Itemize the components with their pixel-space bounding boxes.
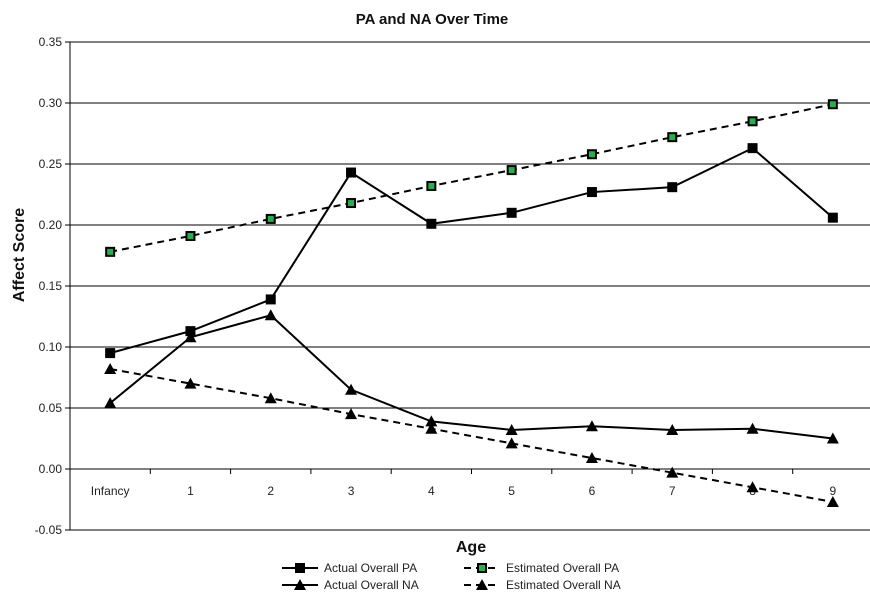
data-point-2-4 xyxy=(426,180,437,191)
legend-swatch-marker-0 xyxy=(295,563,305,573)
data-point-3-6 xyxy=(585,452,598,464)
data-point-0-4 xyxy=(426,218,437,229)
series-line-2 xyxy=(109,103,834,253)
series-0 xyxy=(105,143,838,359)
data-point-0-8 xyxy=(747,143,758,154)
data-point-1-8 xyxy=(746,422,759,434)
data-point-1-5 xyxy=(505,423,518,435)
y-tick-label-0: -0.05 xyxy=(35,523,63,537)
data-point-0-6 xyxy=(586,187,597,198)
data-point-2-1 xyxy=(185,230,196,241)
legend-item-1: Actual Overall NA xyxy=(282,578,419,592)
data-point-3-0 xyxy=(104,362,117,374)
data-point-3-5 xyxy=(505,437,518,449)
series-3 xyxy=(104,362,839,507)
data-point-2-5 xyxy=(506,165,517,176)
series-line-1 xyxy=(109,314,833,440)
x-axis-label: Age xyxy=(456,539,486,556)
chart-title: PA and NA Over Time xyxy=(356,11,509,28)
x-tick-label-9: 9 xyxy=(830,484,837,498)
series-2 xyxy=(105,99,838,257)
data-point-2-2 xyxy=(265,213,276,224)
legend-label-0: Actual Overall PA xyxy=(324,561,417,575)
y-tick-label-2: 0.05 xyxy=(39,401,63,415)
x-tick-label-2: 2 xyxy=(267,484,274,498)
legend-label-2: Estimated Overall PA xyxy=(506,561,619,575)
data-point-1-7 xyxy=(666,423,679,435)
data-point-0-2 xyxy=(265,294,276,305)
data-point-0-5 xyxy=(506,207,517,218)
legend: Actual Overall PA Actual Overall NA Estima… xyxy=(282,561,621,592)
data-point-2-9 xyxy=(827,99,838,110)
y-tick-label-7: 0.30 xyxy=(39,96,63,110)
legend-item-2: Estimated Overall PA xyxy=(464,561,619,575)
legend-swatch-marker-1 xyxy=(294,579,306,590)
x-tick-label-4: 4 xyxy=(428,484,435,498)
data-point-3-8 xyxy=(746,481,759,493)
legend-label-3: Estimated Overall NA xyxy=(506,578,621,592)
y-tick-label-4: 0.15 xyxy=(39,279,63,293)
y-tick-label-1: 0.00 xyxy=(39,462,63,476)
data-point-1-9 xyxy=(826,432,839,444)
y-tick-label-5: 0.20 xyxy=(39,218,63,232)
y-tick-labels: -0.05 0.00 0.05 0.10 0.15 0.20 0.25 0.30 0.35 xyxy=(35,35,63,537)
series-1 xyxy=(104,309,839,444)
legend-item-3: Estimated Overall NA xyxy=(464,578,621,592)
x-tick-label-5: 5 xyxy=(508,484,515,498)
data-point-3-1 xyxy=(184,377,197,389)
x-tick-label-1: 1 xyxy=(187,484,194,498)
x-tick-label-7: 7 xyxy=(669,484,676,498)
series-line-0 xyxy=(109,146,834,355)
data-point-2-3 xyxy=(346,198,357,209)
gridlines xyxy=(70,41,870,531)
data-point-3-7 xyxy=(666,466,679,478)
data-point-2-7 xyxy=(667,132,678,143)
y-tick-label-8: 0.35 xyxy=(39,35,63,49)
data-point-2-0 xyxy=(105,246,116,257)
data-point-0-0 xyxy=(105,348,116,359)
legend-swatch-marker-3 xyxy=(476,579,488,590)
data-point-1-2 xyxy=(264,309,277,321)
data-point-0-9 xyxy=(827,212,838,223)
data-point-1-0 xyxy=(104,397,117,409)
data-point-3-2 xyxy=(264,392,277,404)
data-point-0-1 xyxy=(185,326,196,337)
y-axis-label: Affect Score xyxy=(11,208,28,302)
data-point-2-6 xyxy=(586,149,597,160)
data-point-1-6 xyxy=(585,420,598,432)
x-tick-labels: Infancy123456789 xyxy=(91,484,837,498)
x-tick-label-6: 6 xyxy=(589,484,596,498)
data-point-2-8 xyxy=(747,116,758,127)
x-tick-label-3: 3 xyxy=(348,484,355,498)
data-point-3-3 xyxy=(345,408,358,420)
data-point-1-3 xyxy=(345,383,358,395)
y-tick-label-6: 0.25 xyxy=(39,157,63,171)
y-tick-label-3: 0.10 xyxy=(39,340,63,354)
series-line-3 xyxy=(109,367,834,503)
legend-swatch-marker-2 xyxy=(477,563,487,573)
legend-item-0: Actual Overall PA xyxy=(282,561,417,575)
data-point-3-4 xyxy=(425,422,438,434)
data-point-0-7 xyxy=(667,182,678,193)
series-group xyxy=(104,99,839,507)
data-point-3-9 xyxy=(826,495,839,507)
legend-label-1: Actual Overall NA xyxy=(324,578,419,592)
axes xyxy=(65,41,870,531)
data-point-1-1 xyxy=(184,331,197,343)
data-point-0-3 xyxy=(346,167,357,178)
x-tick-label-0: Infancy xyxy=(91,484,130,498)
data-point-1-4 xyxy=(425,415,438,427)
